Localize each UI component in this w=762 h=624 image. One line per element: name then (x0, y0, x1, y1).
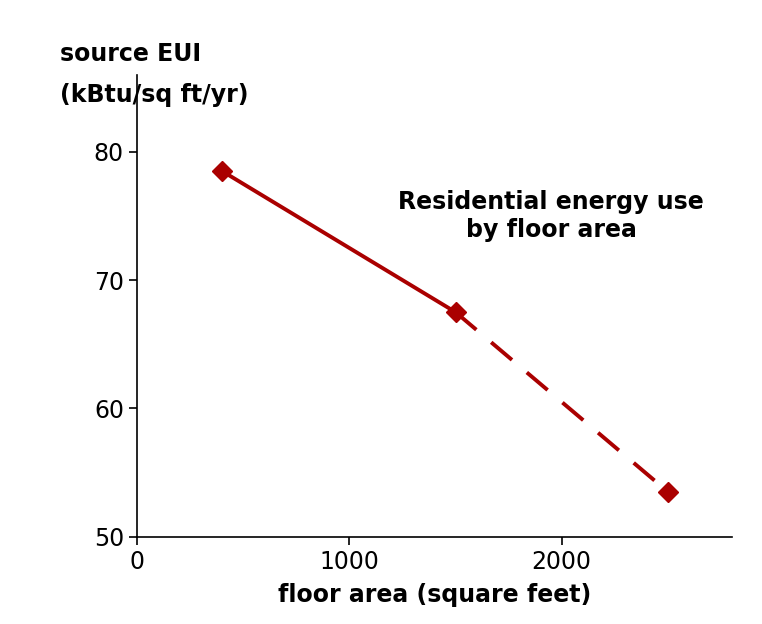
Text: (kBtu/sq ft/yr): (kBtu/sq ft/yr) (60, 83, 248, 107)
Text: floor area (square feet): floor area (square feet) (277, 583, 591, 607)
Text: source EUI: source EUI (60, 42, 201, 66)
Text: Residential energy use
by floor area: Residential energy use by floor area (399, 190, 704, 242)
